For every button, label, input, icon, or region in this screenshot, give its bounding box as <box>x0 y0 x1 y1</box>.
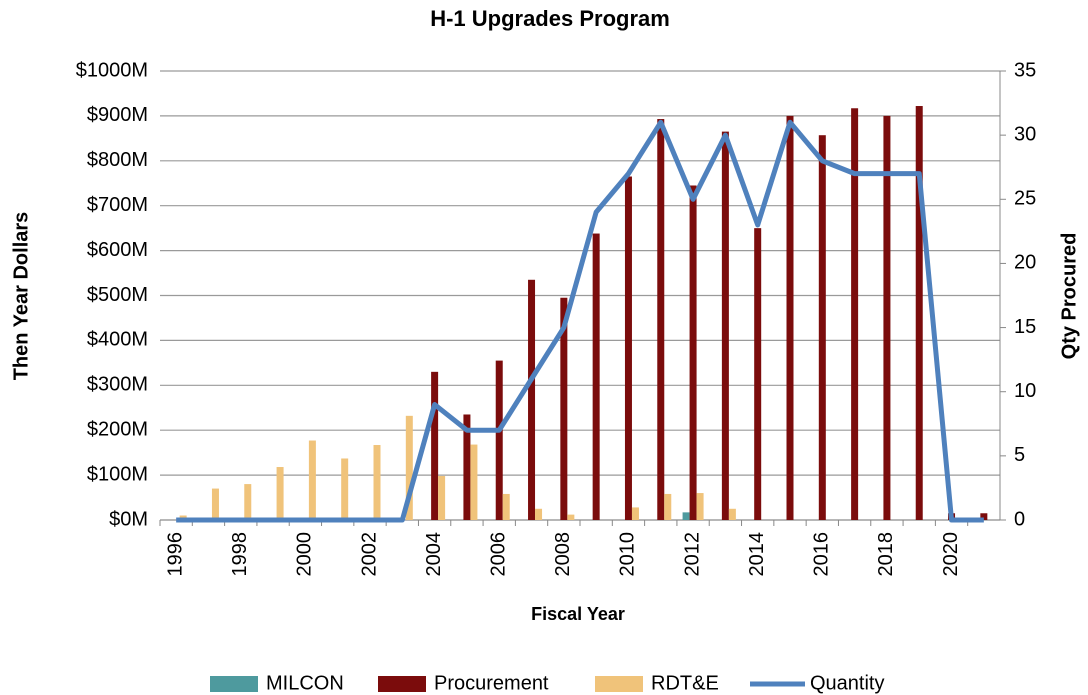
bar <box>528 279 536 520</box>
bar <box>664 493 672 520</box>
y-tick-label: $300M <box>87 374 148 396</box>
bar <box>980 513 988 520</box>
y2-tick-label: 20 <box>1014 252 1036 274</box>
x-tick-label: 2012 <box>681 532 703 577</box>
y2-tick-label: 0 <box>1014 508 1025 530</box>
bar <box>405 415 413 520</box>
y-tick-label: $600M <box>87 239 148 261</box>
y-tick-label: $1000M <box>76 59 148 81</box>
x-tick-label: 2008 <box>552 532 574 577</box>
x-tick-label: 2010 <box>617 532 639 577</box>
bar <box>211 488 219 520</box>
bar <box>851 108 859 520</box>
y-tick-label: $0M <box>109 508 148 530</box>
y2-tick-label: 30 <box>1014 123 1036 145</box>
line <box>176 119 984 523</box>
bar <box>657 119 665 520</box>
y-tick-label: $900M <box>87 104 148 126</box>
bar <box>276 467 284 520</box>
x-tick-label: 2014 <box>746 532 768 577</box>
bar <box>431 371 439 520</box>
bar <box>786 115 794 521</box>
bar <box>438 475 446 520</box>
y-tick-label: $500M <box>87 284 148 306</box>
x-tick-label: 2006 <box>488 532 510 577</box>
y-tick-label: $800M <box>87 149 148 171</box>
legend-label: Quantity <box>810 672 884 694</box>
y2-tick-label: 25 <box>1014 188 1036 210</box>
x-tick-label: 2018 <box>875 532 897 577</box>
chart-title: H-1 Upgrades Program <box>430 6 670 31</box>
bar <box>754 228 762 520</box>
bar <box>631 507 639 520</box>
x-tick-label: 2002 <box>358 532 380 577</box>
bar <box>341 458 349 520</box>
bar <box>689 185 697 520</box>
y2-tick-label: 5 <box>1014 444 1025 466</box>
bar <box>592 233 600 520</box>
legend-swatch <box>378 676 426 692</box>
x-tick-label: 1996 <box>164 532 186 577</box>
y-tick-label: $400M <box>87 329 148 351</box>
y-tick-label: $100M <box>87 463 148 485</box>
x-tick-label: 2000 <box>294 532 316 577</box>
bar <box>560 297 568 520</box>
x-axis-label: Fiscal Year <box>531 604 625 624</box>
y-axis-label: Then Year Dollars <box>10 212 32 381</box>
bar <box>373 445 381 520</box>
bar <box>495 360 503 520</box>
x-tick-label: 2004 <box>423 532 445 577</box>
bar <box>502 493 510 520</box>
legend-label: MILCON <box>266 672 344 694</box>
bar <box>567 514 575 520</box>
bar <box>308 440 316 520</box>
x-tick-label: 1998 <box>229 532 251 577</box>
bar <box>721 131 729 521</box>
y2-tick-label: 10 <box>1014 380 1036 402</box>
y2-tick-label: 35 <box>1014 59 1036 81</box>
bar <box>883 115 891 521</box>
legend-swatch <box>595 676 643 692</box>
bar <box>696 493 704 520</box>
bar <box>915 106 923 520</box>
y-tick-label: $700M <box>87 194 148 216</box>
bar <box>624 176 632 520</box>
legend-swatch <box>210 676 258 692</box>
x-tick-label: 2020 <box>940 532 962 577</box>
legend-label: Procurement <box>434 672 549 694</box>
bar <box>728 508 736 520</box>
bar <box>470 444 478 520</box>
bar <box>682 512 690 520</box>
y2-axis-label: Qty Procured <box>1058 233 1080 360</box>
x-tick-label: 2016 <box>811 532 833 577</box>
bar <box>818 135 826 520</box>
legend-label: RDT&E <box>651 672 719 694</box>
y-tick-label: $200M <box>87 418 148 440</box>
y2-tick-label: 15 <box>1014 316 1036 338</box>
bar <box>244 484 252 520</box>
bar <box>535 508 543 520</box>
bar <box>463 414 471 520</box>
